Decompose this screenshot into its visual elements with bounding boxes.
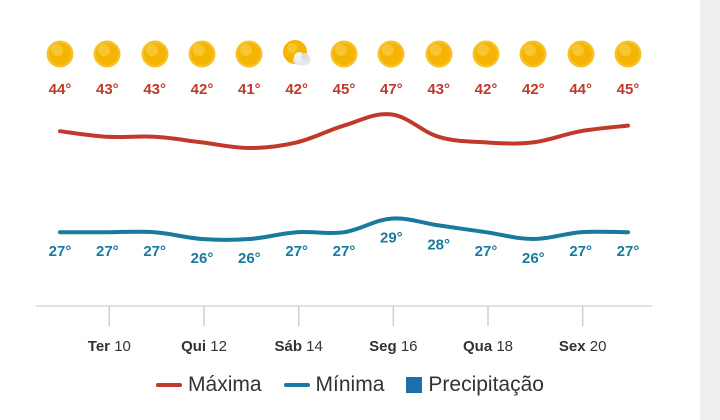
min-temp-label: 27° [617, 243, 640, 260]
max-temp-label: 44° [569, 81, 592, 98]
chart-legend: Máxima Mínima Precipitação [0, 373, 700, 397]
sun-icon [328, 38, 360, 70]
temperature-chart: 44° 43° 43° 42° 41° 42° 45° 47° 43° 42° 42° 44° 45° 2… [36, 81, 652, 355]
sun-icon [470, 38, 502, 70]
min-temp-label: 27° [285, 243, 308, 260]
max-temp-label: 41° [238, 81, 261, 98]
legend-max-label: Máxima [188, 373, 262, 396]
min-temp-label: 26° [191, 250, 214, 267]
max-temp-label: 45° [617, 81, 640, 98]
legend-item-max[interactable]: Máxima [156, 373, 262, 397]
max-temp-label: 42° [522, 81, 545, 98]
max-temp-label: 42° [475, 81, 498, 98]
legend-max-swatch [156, 383, 183, 387]
min-temp-label: 27° [475, 243, 498, 260]
min-temp-label: 27° [96, 243, 119, 260]
max-temperature-line [58, 112, 630, 151]
sun-icon [375, 38, 407, 70]
min-temp-label: 27° [569, 243, 592, 260]
min-temperature-line [58, 216, 630, 242]
max-temp-label: 45° [333, 81, 356, 98]
sun-icon [423, 38, 455, 70]
min-temp-label: 28° [427, 236, 450, 253]
min-temp-label: 26° [522, 250, 545, 267]
x-tick-label: Seg 16 [369, 338, 417, 355]
sun-icon [565, 38, 597, 70]
min-temp-label: 29° [380, 230, 403, 247]
edge-strip [700, 0, 720, 420]
legend-precip-label: Precipitação [428, 373, 544, 396]
sun-icon [91, 38, 123, 70]
max-temp-label: 42° [285, 81, 308, 98]
min-temp-label: 26° [238, 250, 261, 267]
sun-icon [44, 38, 76, 70]
x-tick-label: Sex 20 [559, 338, 607, 355]
x-tick-label: Qui 12 [181, 338, 227, 355]
legend-min-label: Mínima [315, 373, 385, 396]
min-temp-label: 27° [333, 243, 356, 260]
legend-item-min[interactable]: Mínima [283, 373, 385, 397]
x-tick-label: Ter 10 [88, 338, 131, 355]
max-temp-label: 43° [143, 81, 166, 98]
x-tick-label: Sáb 14 [274, 338, 322, 355]
max-temp-label: 44° [49, 81, 72, 98]
sun-icon [517, 38, 549, 70]
max-temp-label: 42° [191, 81, 214, 98]
min-temp-label: 27° [143, 243, 166, 260]
max-temp-label: 43° [427, 81, 450, 98]
legend-item-precip[interactable]: Precipitação [406, 373, 544, 397]
max-temp-label: 47° [380, 81, 403, 98]
sun-icon [139, 38, 171, 70]
max-temp-label: 43° [96, 81, 119, 98]
sun-icon [612, 38, 644, 70]
sun-icon [233, 38, 265, 70]
partly-cloudy-icon [281, 38, 313, 70]
sun-icon [186, 38, 218, 70]
min-temp-label: 27° [49, 243, 72, 260]
legend-min-swatch [283, 383, 310, 387]
x-tick-label: Qua 18 [463, 338, 513, 355]
legend-precip-swatch [406, 377, 423, 393]
